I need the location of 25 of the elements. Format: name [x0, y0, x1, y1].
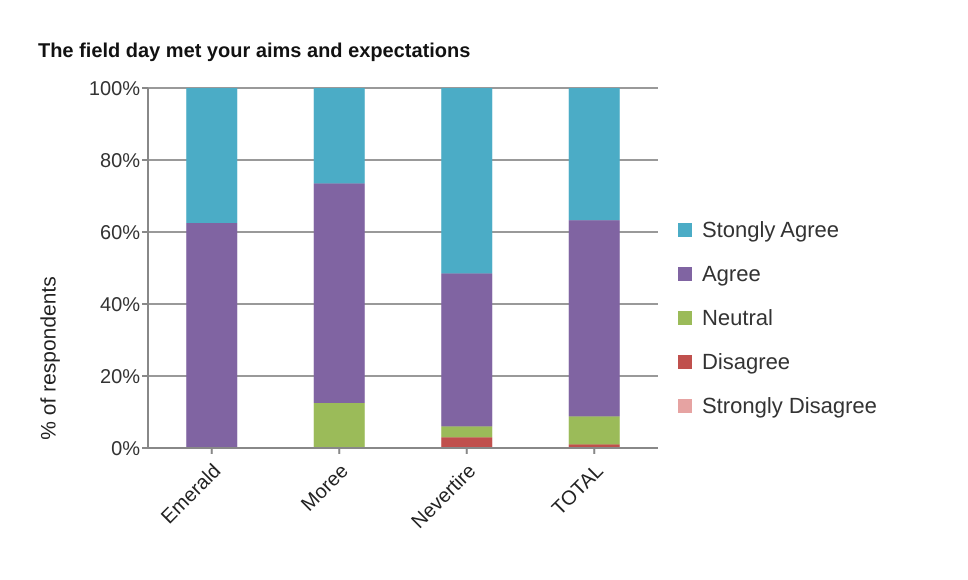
y-tick-label: 20%	[100, 366, 140, 388]
y-axis-title: % of respondents	[37, 276, 60, 440]
bar	[441, 88, 492, 274]
y-tick-label: 60%	[100, 222, 140, 244]
bar	[568, 220, 620, 416]
legend-label: Stongly Agree	[702, 217, 839, 243]
bar	[186, 223, 238, 448]
bar	[314, 183, 365, 403]
bar	[186, 88, 238, 223]
bar	[441, 437, 492, 448]
bar	[441, 426, 492, 438]
y-tick-label: 0%	[111, 438, 140, 460]
legend-label: Disagree	[702, 349, 790, 375]
y-tick-label: 40%	[100, 294, 140, 316]
legend-label: Agree	[702, 261, 761, 287]
bar	[568, 416, 620, 444]
bar	[314, 88, 365, 184]
chart-title: The field day met your aims and expectations	[38, 40, 470, 63]
bar	[568, 88, 620, 220]
y-tick-label: 100%	[88, 78, 140, 100]
bar	[314, 403, 365, 448]
legend-label: Strongly Disagree	[702, 393, 877, 419]
bar	[441, 273, 492, 426]
legend-label: Neutral	[702, 305, 773, 331]
y-tick-label: 80%	[100, 150, 140, 172]
